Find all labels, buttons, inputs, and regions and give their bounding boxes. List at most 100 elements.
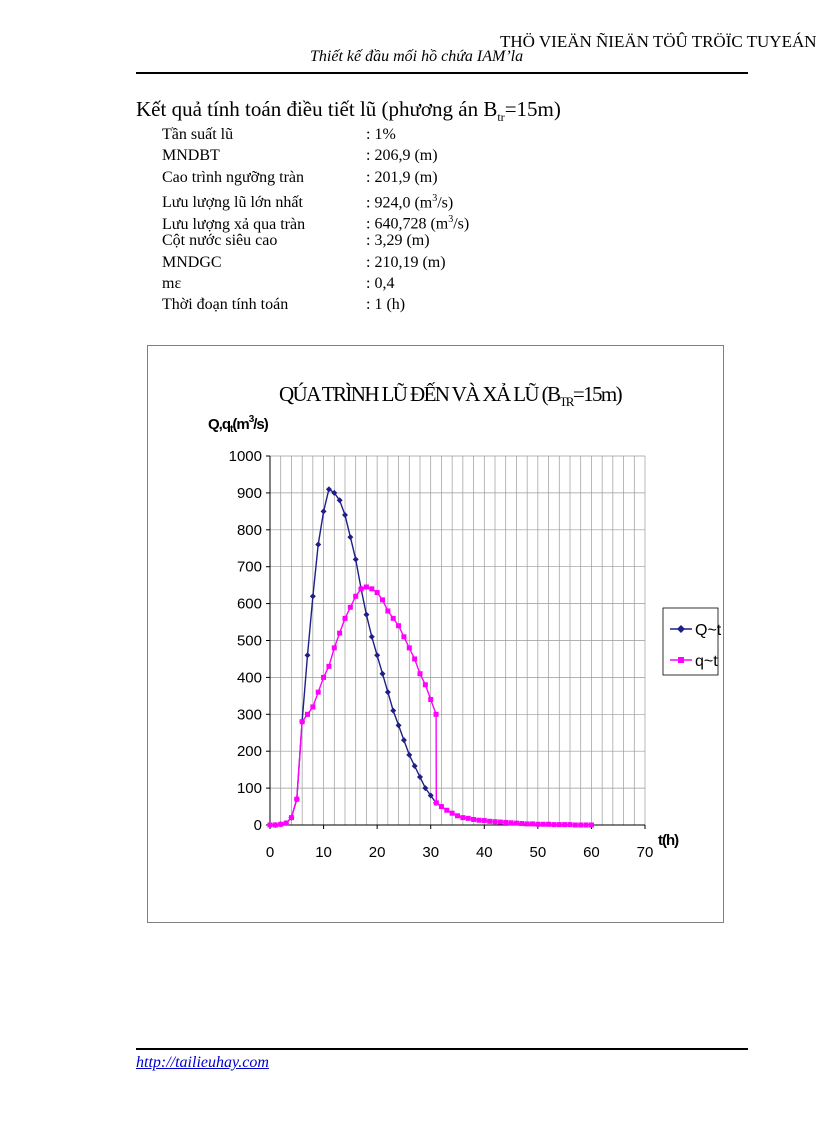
- data-point-qt: [321, 674, 327, 680]
- data-point-qt: [417, 671, 423, 677]
- param-label: Thời đoạn tính toán: [162, 296, 289, 314]
- data-point-q: [336, 497, 343, 504]
- data-point-qt: [358, 586, 364, 592]
- data-point-q: [331, 489, 338, 496]
- data-point-qt: [353, 593, 359, 599]
- param-value-sup: 3: [432, 192, 438, 204]
- param-value: : 206,9 (m): [366, 147, 438, 165]
- y-tick-label: 200: [237, 743, 262, 760]
- data-point-qt: [267, 822, 273, 828]
- data-point-qt: [305, 711, 310, 717]
- param-row: Cao trình ngưỡng tràn : 201,9 (m): [162, 167, 469, 188]
- data-point-q: [325, 486, 332, 493]
- section-heading: Kết quả tính toán điều tiết lũ (phương á…: [136, 97, 561, 125]
- data-point-qt: [294, 796, 300, 802]
- data-point-q: [352, 556, 359, 563]
- data-point-q: [422, 785, 429, 792]
- data-point-qt: [551, 822, 557, 828]
- data-point-qt: [422, 682, 428, 688]
- param-value-tail: /s): [437, 194, 454, 212]
- y-tick-label: 100: [237, 780, 262, 797]
- param-row: mε : 0,4: [162, 273, 469, 294]
- data-point-qt: [272, 822, 278, 828]
- y-tick-label: 1000: [229, 448, 262, 465]
- data-point-q: [309, 593, 316, 600]
- y-tick-label: 500: [237, 633, 262, 650]
- data-point-qt: [337, 630, 343, 636]
- data-point-q: [347, 534, 354, 541]
- param-value: : 201,9 (m): [366, 168, 438, 186]
- y-tick-label: 600: [237, 596, 262, 613]
- param-value: : 1 (h): [366, 296, 406, 314]
- data-point-qt: [487, 818, 493, 824]
- x-tick-label: 20: [369, 844, 386, 861]
- heading-suffix: =15m): [504, 97, 561, 121]
- data-point-q: [400, 737, 407, 744]
- data-point-qt: [519, 821, 525, 827]
- param-label: mε: [162, 275, 182, 293]
- heading-subscript: tr: [497, 110, 505, 125]
- series-line: [270, 488, 437, 826]
- data-point-q: [411, 762, 418, 769]
- data-point-q: [368, 633, 375, 640]
- data-point-qt: [471, 816, 477, 822]
- data-point-qt: [567, 822, 573, 828]
- y-tick-label: 700: [237, 559, 262, 576]
- param-value-main: : 640,728 (m: [366, 215, 449, 233]
- data-point-qt: [363, 584, 369, 590]
- data-point-qt: [535, 821, 541, 827]
- chart-title: QÚA TRÌNH LŨ ĐẾN VÀ XẢ LŨ (BTR=15m): [279, 382, 623, 409]
- param-label: Cột nước siêu cao: [162, 232, 278, 250]
- y-tick-label: 900: [237, 485, 262, 502]
- data-point-qt: [540, 821, 546, 827]
- param-label: MNDBT: [162, 147, 220, 165]
- data-point-q: [406, 751, 413, 758]
- data-point-q: [417, 774, 423, 781]
- param-row: Tần suất lũ: 1%: [162, 124, 469, 145]
- data-point-qt: [347, 604, 353, 610]
- param-row: Cột nước siêu cao : 3,29 (m): [162, 230, 469, 251]
- data-point-qt: [385, 608, 391, 614]
- data-point-qt: [503, 819, 509, 825]
- legend-label: Q~t: [695, 622, 722, 639]
- x-tick-label: 50: [530, 844, 547, 861]
- data-point-qt: [331, 645, 337, 651]
- data-point-qt: [326, 663, 332, 669]
- data-point-qt: [513, 820, 519, 826]
- param-value: : 0,4: [366, 275, 395, 293]
- legend-box: [662, 607, 719, 676]
- data-point-qt: [412, 656, 418, 662]
- data-point-qt: [492, 819, 498, 825]
- data-point-qt: [433, 711, 439, 717]
- x-tick-label: 70: [637, 844, 654, 861]
- data-point-q: [374, 652, 381, 659]
- legend-label: q~t: [695, 653, 718, 670]
- param-value-tail: /s): [453, 215, 470, 233]
- data-point-qt: [583, 822, 589, 828]
- data-point-qt: [481, 818, 487, 824]
- param-label: Cao trình ngưỡng tràn: [162, 168, 304, 186]
- data-point-q: [427, 792, 434, 799]
- y-axis-label: Q,qt(m3/s): [208, 414, 269, 435]
- data-point-qt: [572, 822, 578, 828]
- param-row: Lưu lượng lũ lớn nhất: 924,0 (m3/s): [162, 188, 469, 211]
- document-subtitle: Thiết kế đầu mối hồ chứa IAM’la: [310, 48, 524, 65]
- data-point-qt: [374, 590, 380, 596]
- param-row: MNDBT : 206,9 (m): [162, 145, 469, 166]
- param-value: : 924,0 (m3/s): [366, 188, 453, 214]
- library-header-text: THÖ VIEÄN ÑIEÄN TÖÛ TRÖÏC TUYEÁN: [500, 32, 816, 51]
- header-rule: [136, 72, 748, 74]
- y-tick-label: 0: [254, 817, 262, 834]
- x-tick-label: 0: [266, 844, 274, 861]
- legend-marker-q: [677, 625, 685, 633]
- data-point-qt: [449, 810, 455, 816]
- param-value: : 3,29 (m): [366, 232, 430, 250]
- param-row: Thời đoạn tính toán : 1 (h): [162, 294, 469, 315]
- data-point-q: [304, 652, 311, 659]
- footer-link[interactable]: http://tailieuhay.com: [136, 1054, 269, 1071]
- data-point-qt: [380, 597, 385, 603]
- data-point-qt: [401, 634, 407, 640]
- parameter-list: Tần suất lũ: 1% MNDBT : 206,9 (m) Cao trì…: [162, 124, 469, 316]
- x-axis-label: t(h): [658, 832, 679, 849]
- y-tick-label: 300: [237, 706, 262, 723]
